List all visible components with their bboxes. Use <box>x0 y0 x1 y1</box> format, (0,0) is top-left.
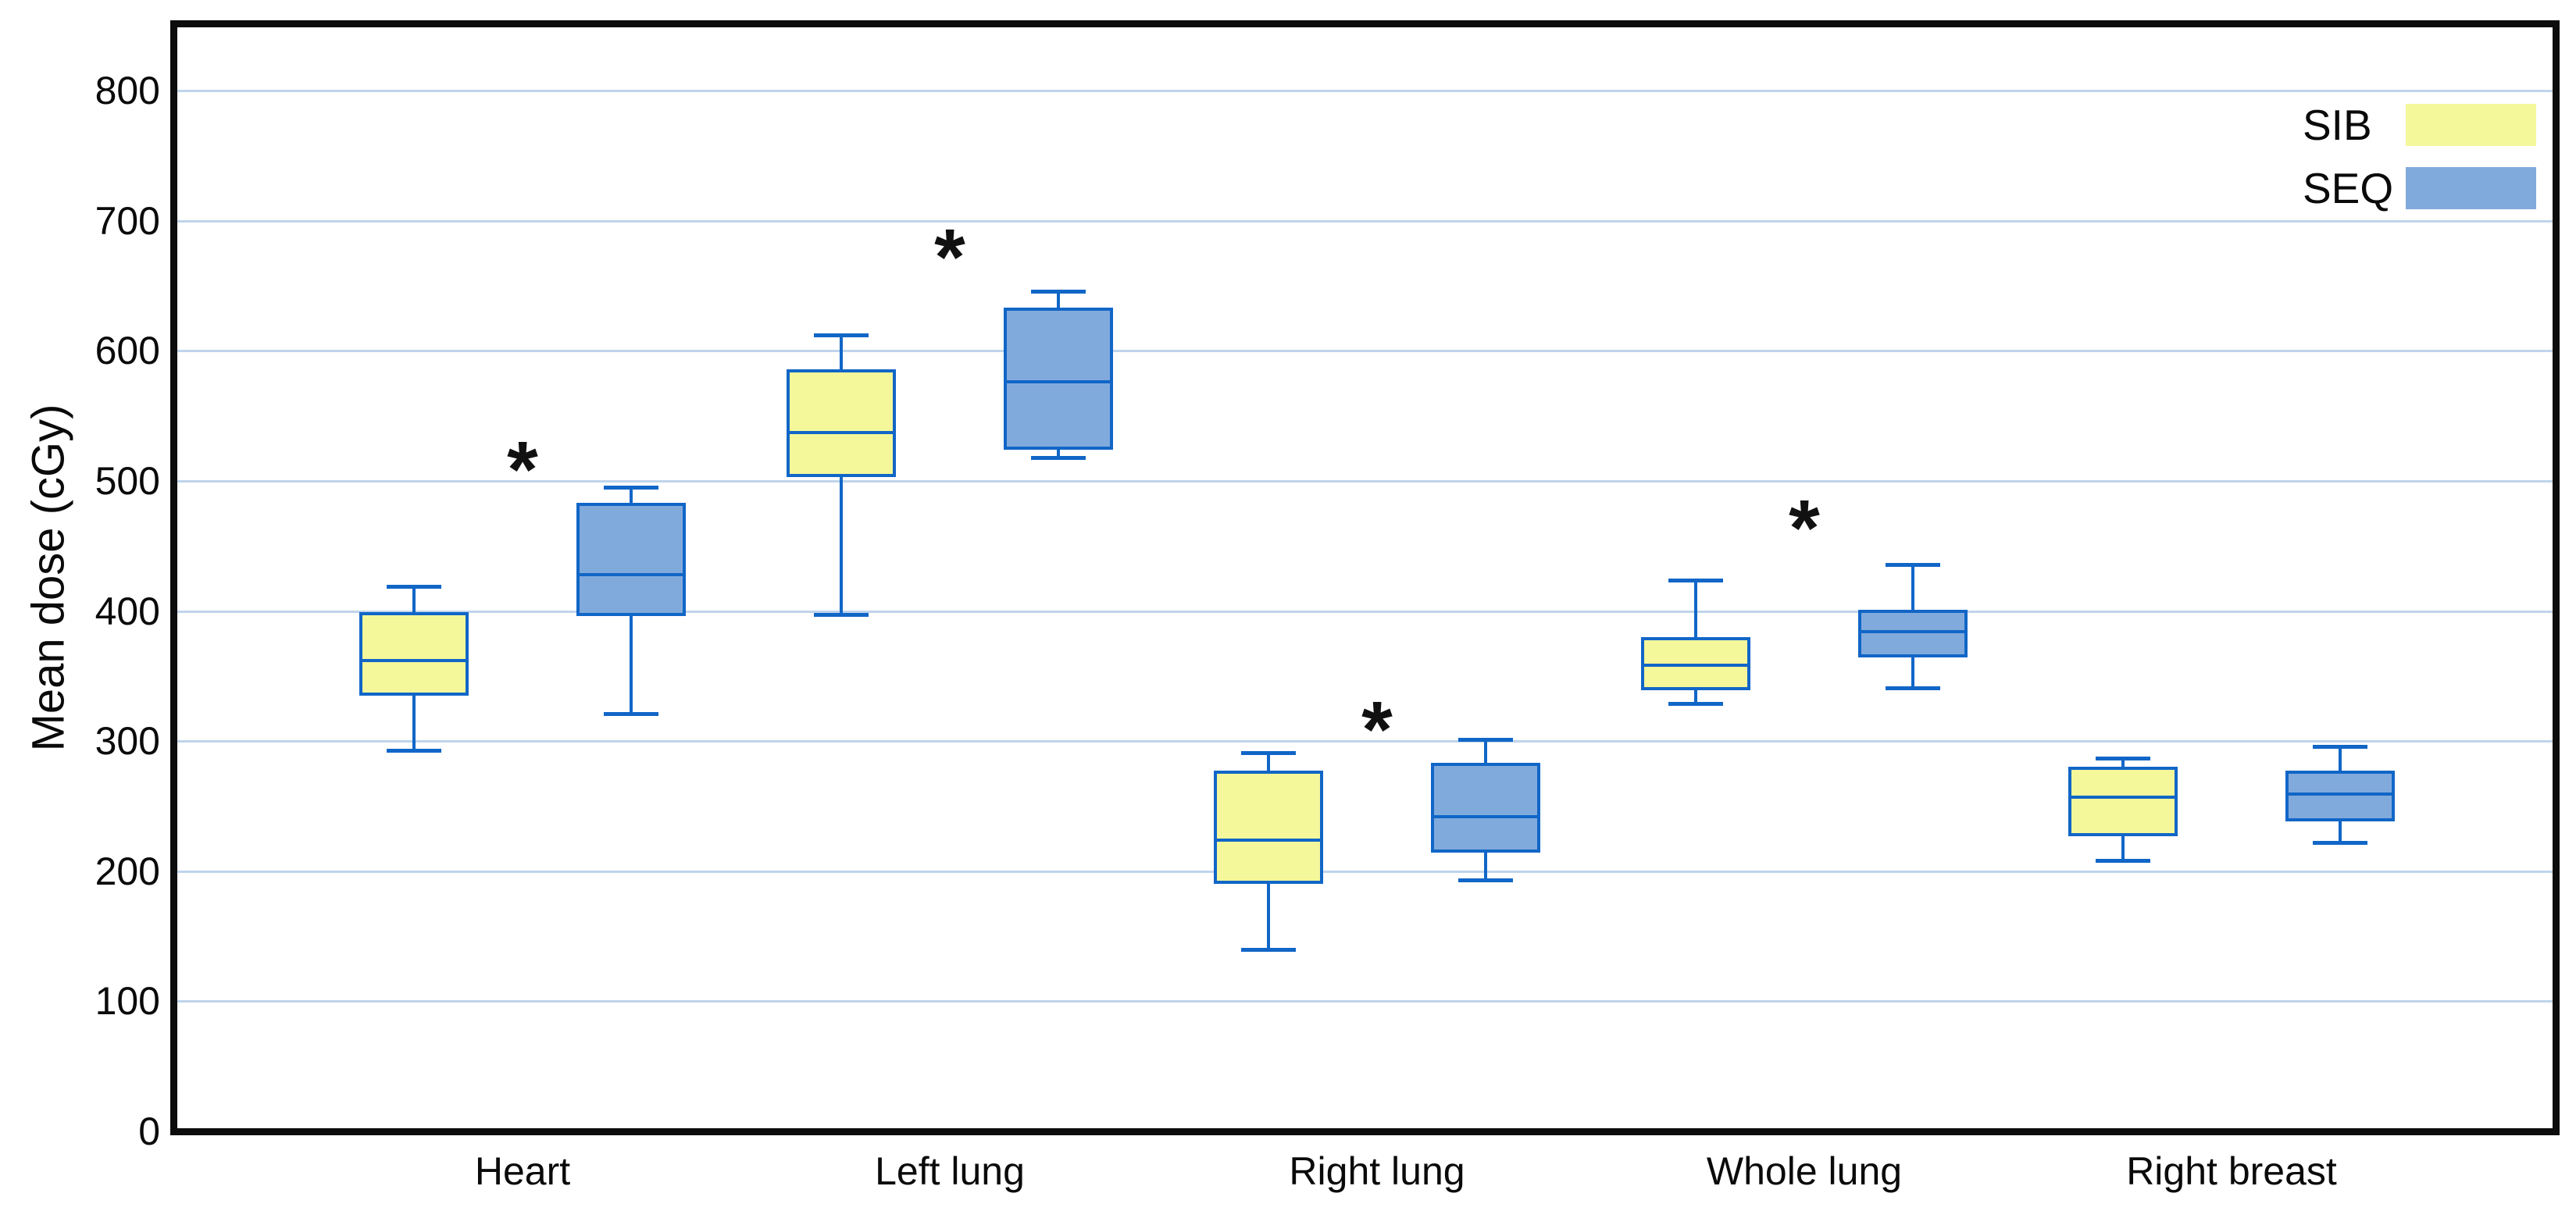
median-sib-left-lung <box>787 431 896 435</box>
x-label-left-lung: Left lung <box>875 1149 1025 1193</box>
whisker-cap-min-sib-whole-lung <box>1668 701 1723 706</box>
gridline-100 <box>177 1000 2553 1003</box>
x-label-right-breast: Right breast <box>2126 1149 2337 1193</box>
median-sib-right-lung <box>1214 838 1323 842</box>
significance-asterisk-left-lung: * <box>934 212 965 302</box>
whisker-cap-max-seq-right-breast <box>2313 744 2367 749</box>
y-tick-400: 400 <box>95 589 160 633</box>
legend-label-seq: SEQ <box>2303 164 2394 212</box>
significance-asterisk-heart: * <box>507 424 538 514</box>
whisker-cap-max-sib-whole-lung <box>1668 578 1723 582</box>
legend-label-sib: SIB <box>2303 101 2372 149</box>
plot-area-border <box>170 20 2560 1135</box>
y-axis-title: Mean dose (cGy) <box>23 404 74 752</box>
y-tick-100: 100 <box>95 979 160 1024</box>
whisker-cap-max-sib-right-lung <box>1241 751 1296 756</box>
box-sib-right-lung <box>1214 771 1323 885</box>
legend-swatch-sib <box>2406 104 2536 146</box>
whisker-cap-min-sib-right-lung <box>1241 947 1296 952</box>
gridline-200 <box>177 870 2553 873</box>
box-sib-right-breast <box>2068 767 2178 836</box>
significance-asterisk-whole-lung: * <box>1789 483 1820 572</box>
gridline-300 <box>177 740 2553 743</box>
median-seq-left-lung <box>1004 380 1113 384</box>
whisker-cap-max-seq-right-lung <box>1458 738 1513 743</box>
whisker-cap-min-seq-heart <box>604 712 658 717</box>
box-seq-heart <box>576 503 686 617</box>
box-sib-whole-lung <box>1641 636 1750 691</box>
whisker-cap-max-sib-left-lung <box>814 333 869 338</box>
whisker-cap-min-seq-left-lung <box>1031 455 1086 460</box>
box-seq-left-lung <box>1004 308 1113 450</box>
whisker-cap-max-seq-whole-lung <box>1886 562 1940 567</box>
x-label-right-lung: Right lung <box>1289 1149 1465 1193</box>
gridline-800 <box>177 90 2553 92</box>
legend-swatch-seq <box>2406 167 2536 209</box>
y-tick-0: 0 <box>138 1109 160 1153</box>
median-seq-whole-lung <box>1858 630 1968 634</box>
whisker-cap-min-sib-left-lung <box>814 613 869 618</box>
box-seq-right-lung <box>1431 763 1540 853</box>
y-tick-200: 200 <box>95 849 160 893</box>
gridline-700 <box>177 219 2553 223</box>
median-sib-heart <box>359 658 469 662</box>
whisker-cap-min-seq-right-breast <box>2313 841 2367 846</box>
box-sib-heart <box>359 612 469 696</box>
whisker-cap-min-seq-right-lung <box>1458 878 1513 883</box>
whisker-cap-max-seq-left-lung <box>1031 289 1086 294</box>
whisker-cap-max-sib-right-breast <box>2096 756 2150 760</box>
median-seq-heart <box>576 572 686 576</box>
gridline-400 <box>177 610 2553 613</box>
whisker-cap-min-seq-whole-lung <box>1886 686 1940 690</box>
box-seq-right-breast <box>2285 771 2395 822</box>
y-tick-600: 600 <box>95 329 160 373</box>
x-label-whole-lung: Whole lung <box>1706 1149 1903 1193</box>
median-seq-right-lung <box>1431 814 1540 818</box>
y-tick-700: 700 <box>95 198 160 243</box>
significance-asterisk-right-lung: * <box>1361 685 1393 775</box>
box-seq-whole-lung <box>1858 609 1968 658</box>
box-sib-left-lung <box>787 369 896 477</box>
whisker-cap-min-sib-heart <box>387 748 441 753</box>
median-sib-right-breast <box>2068 795 2178 799</box>
whisker-cap-max-seq-heart <box>604 486 658 490</box>
y-tick-300: 300 <box>95 719 160 764</box>
x-label-heart: Heart <box>474 1149 571 1193</box>
y-tick-500: 500 <box>95 458 160 503</box>
median-seq-right-breast <box>2285 792 2395 796</box>
whisker-cap-min-sib-right-breast <box>2096 859 2150 864</box>
gridline-500 <box>177 479 2553 483</box>
whisker-cap-max-sib-heart <box>387 584 441 589</box>
gridline-600 <box>177 350 2553 353</box>
y-tick-800: 800 <box>95 69 160 112</box>
median-sib-whole-lung <box>1641 664 1750 668</box>
